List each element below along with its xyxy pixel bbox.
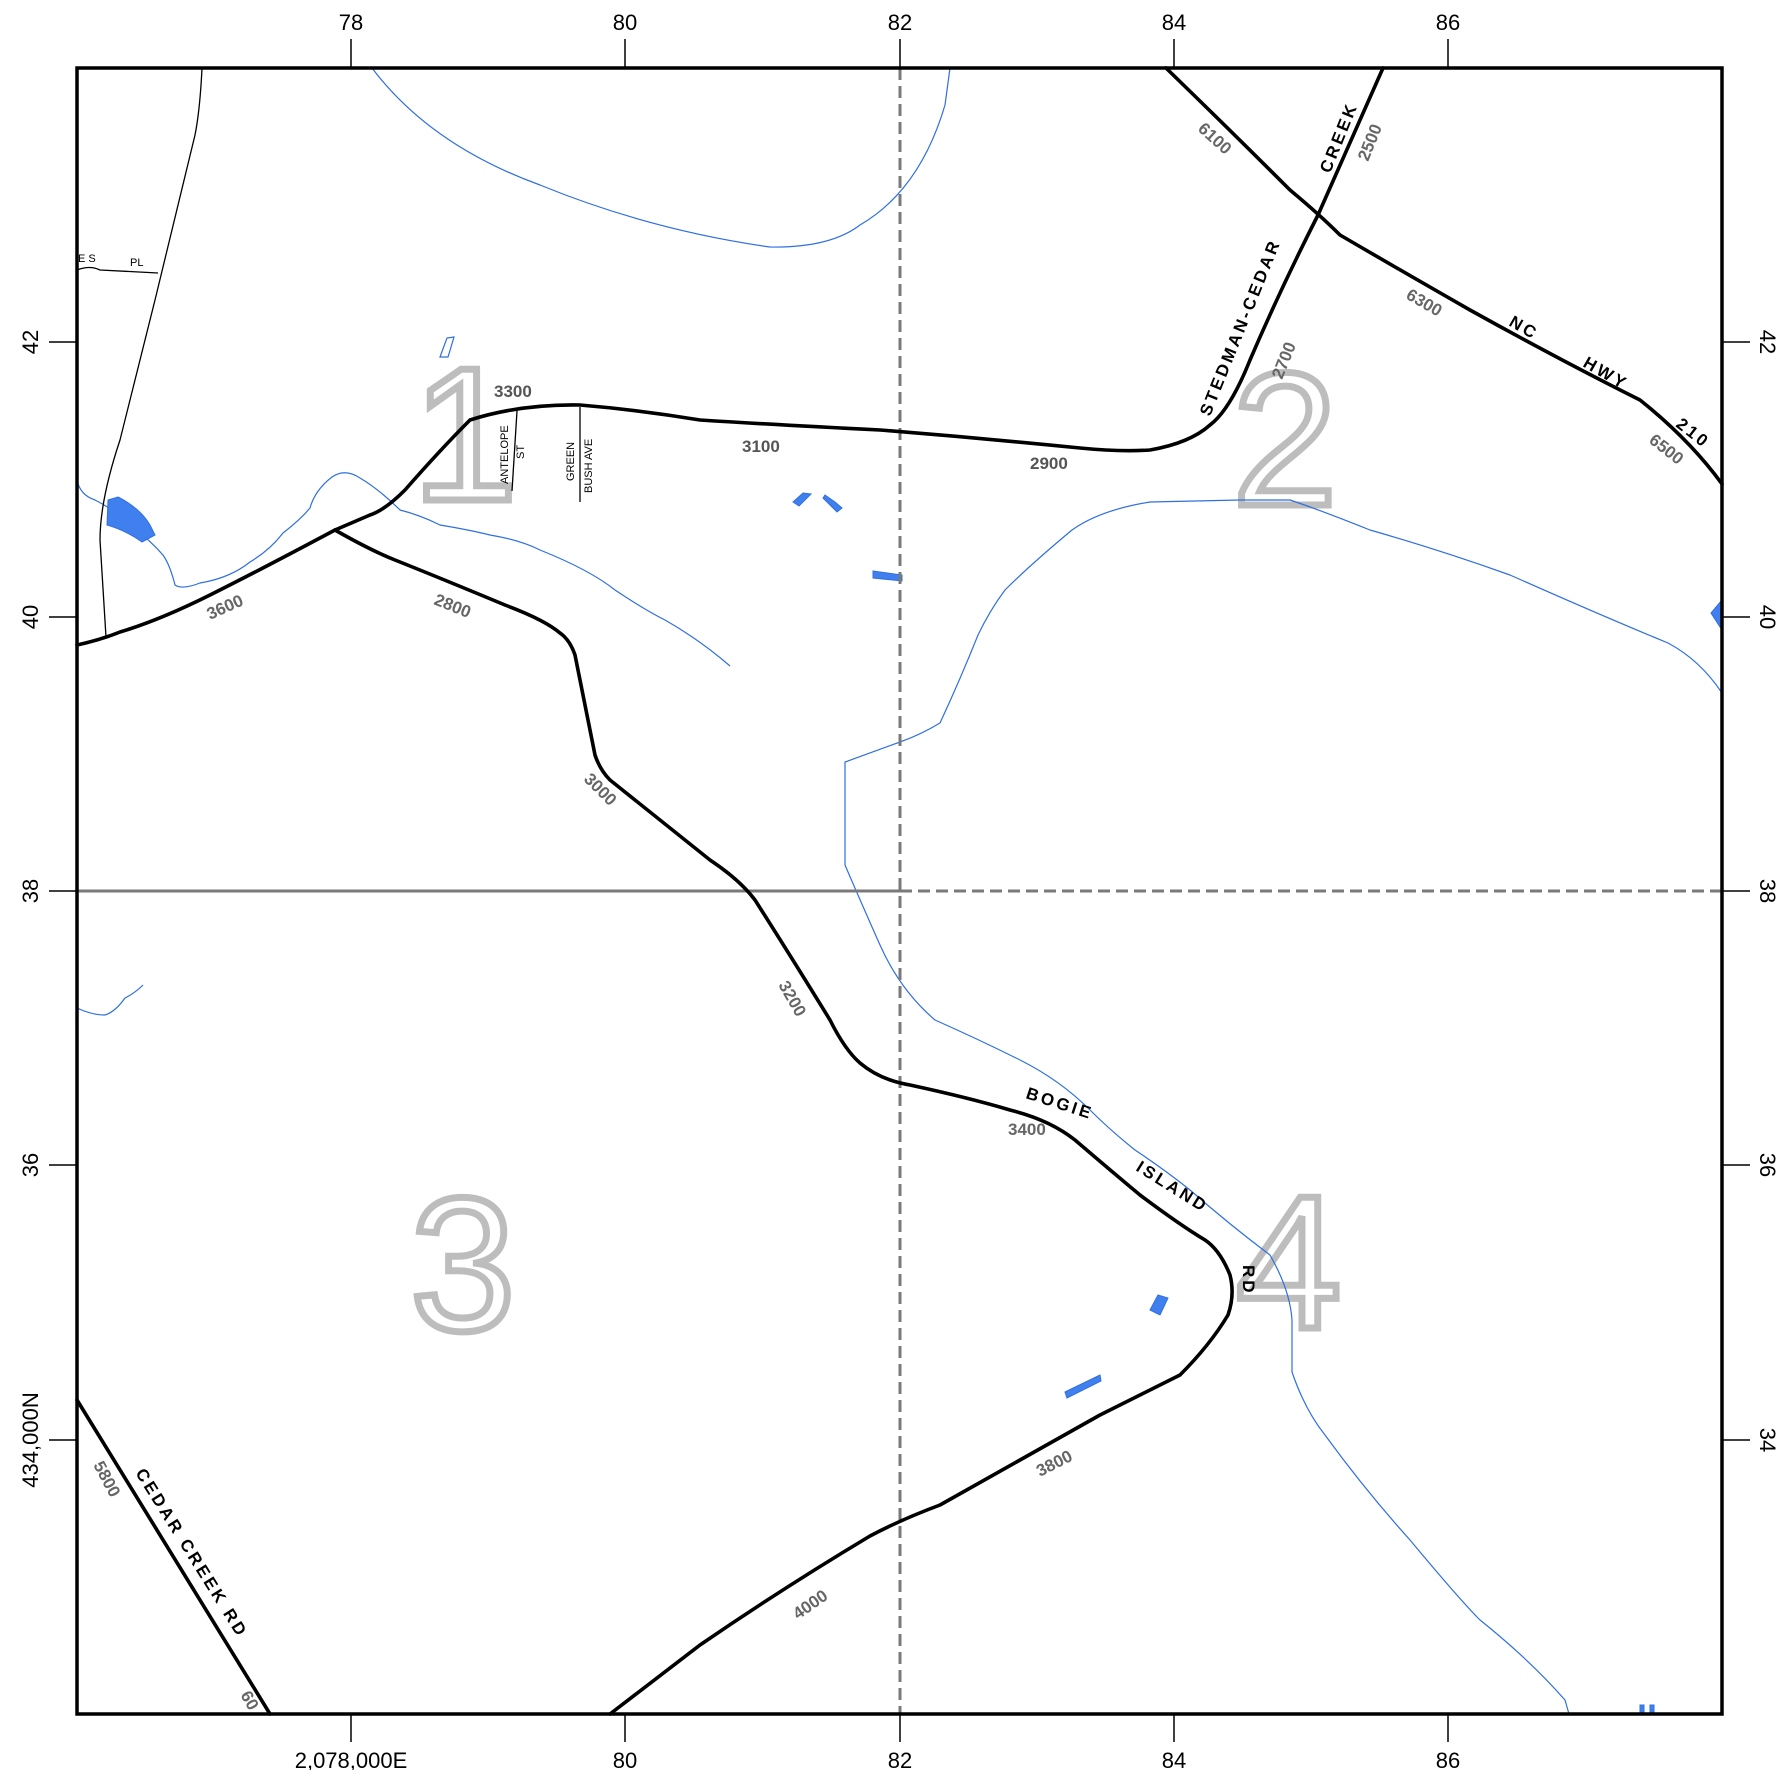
map-frame bbox=[75, 66, 1724, 1716]
road-stedman-cedar-creek bbox=[333, 66, 1385, 532]
axis-labels-right: 42 40 38 36 34 bbox=[1755, 330, 1780, 1452]
address-label: 3000 bbox=[580, 769, 620, 809]
pond bbox=[1149, 1294, 1169, 1316]
street-label-hwy: HWY bbox=[1580, 353, 1632, 394]
streams bbox=[76, 67, 1723, 1715]
address-label: 3800 bbox=[1033, 1446, 1075, 1480]
tick-label-top: 84 bbox=[1162, 10, 1186, 35]
tick-label-right: 40 bbox=[1755, 605, 1780, 629]
stream-main bbox=[844, 499, 1723, 1715]
quadrant-label-1: 1 bbox=[412, 329, 518, 541]
pond bbox=[822, 494, 843, 513]
tick-label-top: 80 bbox=[613, 10, 637, 35]
street-label-es: E S bbox=[78, 253, 96, 265]
address-label: 2500 bbox=[1354, 121, 1386, 163]
pond bbox=[1064, 1374, 1102, 1399]
water-bodies bbox=[106, 492, 1723, 1715]
tick-label-bottom: 2,078,000E bbox=[295, 1748, 408, 1770]
tick-label-left: 434,000N bbox=[18, 1392, 43, 1487]
address-label: 5800 bbox=[89, 1458, 124, 1500]
road-nc-hwy-210 bbox=[1164, 66, 1724, 486]
tick-label-right: 36 bbox=[1755, 1153, 1780, 1177]
es-pl-road bbox=[76, 266, 159, 274]
antelope-st-road bbox=[511, 410, 518, 492]
tick-label-top: 82 bbox=[888, 10, 912, 35]
address-label: 3200 bbox=[775, 978, 810, 1020]
axis-ticks bbox=[49, 39, 1750, 1742]
address-label: 2900 bbox=[1030, 454, 1068, 473]
tick-label-bottom: 84 bbox=[1162, 1748, 1186, 1770]
stream-left-creek bbox=[76, 472, 731, 667]
stream-small-left bbox=[76, 984, 144, 1016]
road-3600 bbox=[75, 528, 337, 647]
address-label: 2800 bbox=[432, 590, 474, 622]
road-bogie-island bbox=[333, 528, 1234, 1716]
quadrant-label-4: 4 bbox=[1236, 1157, 1342, 1369]
road-cedar-creek bbox=[75, 1398, 272, 1716]
tick-label-right: 38 bbox=[1755, 879, 1780, 903]
tick-label-bottom: 86 bbox=[1436, 1748, 1460, 1770]
tick-label-top: 78 bbox=[339, 10, 363, 35]
street-label-rd: RD bbox=[1239, 1265, 1258, 1296]
tick-label-bottom: 80 bbox=[613, 1748, 637, 1770]
axis-labels-top: 78 80 82 84 86 bbox=[339, 10, 1460, 35]
address-labels: 3300 3100 2900 3600 2800 3000 3200 3400 … bbox=[89, 119, 1687, 1714]
address-label: 4000 bbox=[789, 1586, 831, 1623]
tick-label-bottom: 82 bbox=[888, 1748, 912, 1770]
stream-top-arc bbox=[371, 67, 951, 248]
tick-label-left: 40 bbox=[18, 605, 43, 629]
street-label-green: GREEN bbox=[565, 442, 577, 481]
address-label: 3100 bbox=[742, 437, 780, 456]
minor-roads bbox=[76, 67, 581, 638]
address-label: 3400 bbox=[1008, 1120, 1046, 1139]
address-label: 3300 bbox=[494, 382, 532, 401]
street-label-bush-ave: BUSH AVE bbox=[583, 439, 595, 493]
street-label-cedar-creek-rd: CEDAR CREEK RD bbox=[132, 1465, 252, 1641]
tick-label-left: 38 bbox=[18, 879, 43, 903]
street-labels: CEDAR CREEK RD STEDMAN-CEDAR CREEK NC HW… bbox=[78, 99, 1714, 1641]
street-label-pl: PL bbox=[130, 257, 143, 269]
stream-pond-sliver bbox=[439, 336, 455, 358]
quadrant-label-3: 3 bbox=[410, 1159, 516, 1371]
tick-label-top: 86 bbox=[1436, 10, 1460, 35]
axis-labels-bottom: 2,078,000E 80 82 84 86 bbox=[295, 1748, 1461, 1770]
address-label: 60 bbox=[237, 1688, 263, 1714]
minor-road bbox=[99, 67, 203, 638]
street-label-antelope: ANTELOPE bbox=[499, 425, 511, 484]
tick-label-left: 42 bbox=[18, 330, 43, 354]
pond bbox=[872, 570, 903, 582]
tick-label-right: 34 bbox=[1755, 1428, 1780, 1452]
axis-labels-left: 42 40 38 36 434,000N bbox=[18, 330, 43, 1488]
street-label-island: ISLAND bbox=[1133, 1157, 1212, 1216]
pond bbox=[792, 492, 813, 507]
pond bbox=[106, 496, 156, 543]
tick-label-right: 42 bbox=[1755, 330, 1780, 354]
tick-label-left: 36 bbox=[18, 1153, 43, 1177]
address-label: 6100 bbox=[1194, 119, 1235, 158]
grid-lines bbox=[77, 68, 1722, 1714]
street-label-st: ST bbox=[515, 445, 527, 459]
roads bbox=[75, 66, 1724, 1716]
